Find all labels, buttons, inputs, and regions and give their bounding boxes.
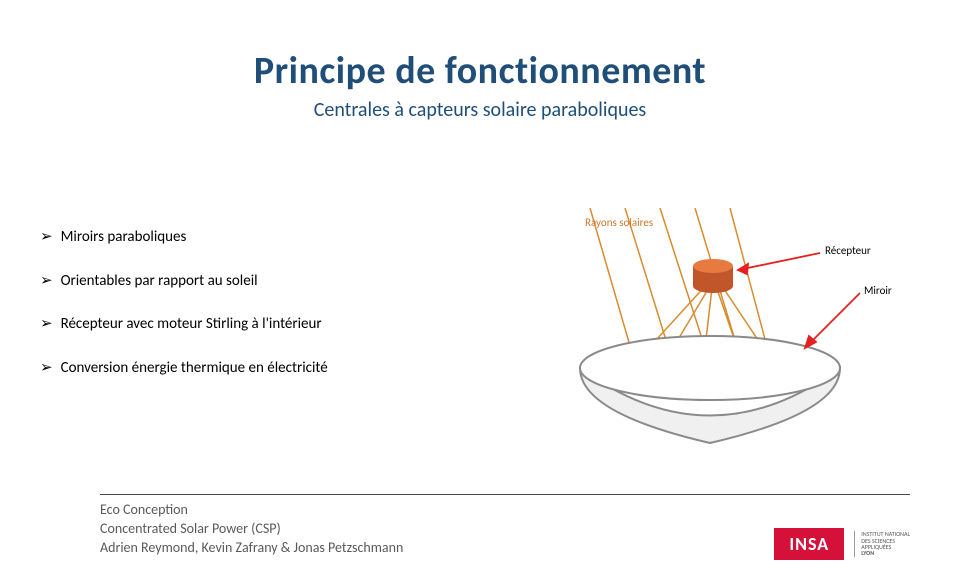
chevron-right-icon: ➢ (40, 359, 53, 377)
receiver-cylinder (693, 259, 733, 293)
chevron-right-icon: ➢ (40, 315, 53, 333)
receiver-label: Récepteur (825, 244, 871, 257)
insa-brand-box: INSA (774, 528, 844, 560)
chevron-right-icon: ➢ (40, 228, 53, 246)
insa-logo: INSA INSTITUT NATIONALDES SCIENCESAPPLIQ… (774, 528, 910, 560)
list-item: ➢ Récepteur avec moteur Stirling à l'int… (40, 315, 470, 335)
chevron-right-icon: ➢ (40, 272, 53, 290)
bullet-text: Orientables par rapport au soleil (61, 272, 258, 292)
footer-line-1: Eco Conception (100, 501, 910, 520)
slide-subtitle: Centrales à capteurs solaire parabolique… (0, 98, 960, 122)
callout-arrows (738, 253, 860, 348)
rays-label: Rayons solaires (585, 216, 653, 229)
parabolic-dish-diagram: Rayons solaires Récepteur Miroir (520, 208, 930, 458)
slide-title: Principe de fonctionnement (0, 48, 960, 94)
parabolic-mirror (580, 336, 840, 443)
bullet-text: Miroirs paraboliques (61, 228, 187, 248)
bullet-text: Récepteur avec moteur Stirling à l'intér… (61, 315, 322, 335)
bullet-list: ➢ Miroirs paraboliques ➢ Orientables par… (40, 228, 470, 402)
mirror-label: Miroir (864, 284, 892, 297)
footer-divider (100, 494, 910, 495)
list-item: ➢ Miroirs paraboliques (40, 228, 470, 248)
bullet-text: Conversion énergie thermique en électric… (61, 359, 328, 379)
list-item: ➢ Conversion énergie thermique en électr… (40, 359, 470, 379)
insa-tagline: INSTITUT NATIONALDES SCIENCESAPPLIQUÉESL… (854, 531, 910, 556)
list-item: ➢ Orientables par rapport au soleil (40, 272, 470, 292)
